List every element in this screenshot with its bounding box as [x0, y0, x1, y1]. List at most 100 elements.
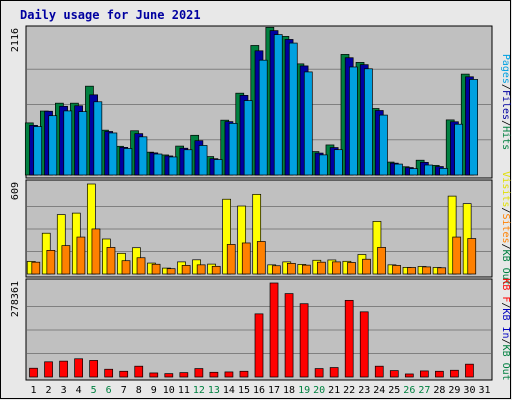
bar-bottom-kb-f-day-4 [74, 358, 83, 378]
y-axis-label-bottom: KB F/KB In/KB Out [500, 278, 511, 380]
bar-middle-sites-day-20 [317, 261, 326, 275]
bar-top-pages-day-24 [379, 114, 388, 176]
x-label-day-5: 5 [91, 385, 97, 396]
bar-top-pages-day-15 [243, 100, 253, 176]
axis-label-part: / [500, 244, 511, 250]
bar-middle-sites-day-25 [392, 265, 401, 275]
bar-top-pages-day-25 [394, 163, 403, 176]
x-label-day-2: 2 [46, 385, 52, 396]
bar-top-pages-day-27 [424, 164, 433, 176]
bar-bottom-kb-f-day-2 [44, 361, 53, 378]
x-label-day-31: 31 [478, 385, 490, 396]
bar-middle-sites-day-8 [136, 257, 146, 275]
x-label-day-21: 21 [328, 385, 340, 396]
x-label-day-7: 7 [121, 385, 127, 396]
chart-title: Daily usage for June 2021 [20, 8, 201, 22]
y-max-label-bottom: 278361 [10, 281, 21, 317]
bar-middle-visits-day-15 [237, 205, 247, 275]
bar-bottom-kb-f-day-18 [284, 293, 294, 378]
bar-bottom-kb-f-day-7 [119, 370, 129, 378]
bar-top-pages-day-28 [439, 168, 448, 176]
bar-top-pages-day-16 [258, 59, 268, 176]
bar-middle-sites-day-17 [271, 265, 281, 275]
axis-label-part: KB Out [500, 250, 511, 286]
axis-label-part: / [500, 339, 511, 345]
bar-top-pages-day-23 [364, 68, 373, 176]
x-label-day-23: 23 [358, 385, 370, 396]
y-axis-label-top: Pages/Files/Hits [500, 54, 511, 150]
axis-label-part: Pages [500, 54, 511, 84]
bar-top-pages-day-18 [288, 42, 298, 176]
bar-bottom-kb-f-day-30 [465, 363, 474, 378]
bar-top-pages-day-11 [183, 149, 193, 176]
bar-top-pages-day-9 [153, 153, 163, 176]
x-label-day-30: 30 [463, 385, 475, 396]
bar-top-pages-day-19 [303, 71, 313, 176]
axis-label-part: KB Out [500, 345, 511, 381]
x-label-day-12: 12 [193, 385, 205, 396]
x-label-day-25: 25 [388, 385, 400, 396]
axis-label-part: / [500, 120, 511, 126]
x-label-day-13: 13 [208, 385, 220, 396]
bar-middle-sites-day-29 [452, 236, 462, 275]
x-label-day-4: 4 [76, 385, 82, 396]
bar-top-pages-day-30 [469, 79, 479, 176]
bar-top-pages-day-10 [168, 156, 178, 176]
x-label-day-24: 24 [373, 385, 385, 396]
bar-bottom-kb-f-day-27 [420, 370, 429, 378]
bar-top-pages-day-26 [409, 168, 418, 176]
bar-bottom-kb-f-day-8 [134, 365, 144, 378]
bar-middle-visits-day-29 [447, 195, 457, 275]
axis-label-part: / [500, 84, 511, 90]
x-label-day-22: 22 [343, 385, 355, 396]
bar-bottom-kb-f-day-11 [179, 372, 189, 378]
x-label-day-19: 19 [298, 385, 310, 396]
bar-top-pages-day-3 [63, 110, 73, 176]
bar-middle-sites-day-12 [196, 264, 206, 275]
bar-middle-sites-day-28 [437, 267, 447, 275]
x-label-day-1: 1 [31, 385, 37, 396]
axis-label-part: Sites [500, 213, 511, 243]
bar-bottom-kb-f-day-21 [329, 367, 339, 378]
bar-bottom-kb-f-day-15 [239, 370, 249, 378]
bar-bottom-kb-f-day-23 [359, 311, 369, 378]
x-label-day-29: 29 [448, 385, 460, 396]
bar-middle-sites-day-15 [241, 242, 251, 275]
bar-bottom-kb-f-day-17 [269, 282, 279, 378]
bar-top-pages-day-2 [48, 115, 58, 176]
bar-bottom-kb-f-day-22 [344, 299, 354, 378]
bar-bottom-kb-f-day-5 [89, 360, 98, 378]
bar-middle-sites-day-11 [181, 265, 191, 275]
bar-top-pages-day-8 [138, 136, 148, 176]
bar-middle-sites-day-6 [106, 247, 116, 275]
bar-middle-sites-day-22 [347, 262, 356, 275]
bar-middle-sites-day-2 [46, 250, 56, 275]
bar-middle-visits-day-16 [252, 193, 262, 275]
bar-top-pages-day-17 [273, 34, 283, 176]
bar-bottom-kb-f-day-12 [194, 368, 204, 378]
bar-top-pages-day-13 [213, 159, 223, 176]
bar-bottom-kb-f-day-19 [299, 303, 309, 378]
bar-middle-visits-day-3 [56, 214, 66, 275]
x-label-day-27: 27 [418, 385, 430, 396]
bar-middle-sites-day-27 [422, 266, 432, 275]
x-label-day-28: 28 [433, 385, 445, 396]
bar-top-pages-day-6 [108, 132, 118, 176]
bar-bottom-kb-f-day-1 [29, 367, 38, 378]
x-label-day-6: 6 [106, 385, 112, 396]
bar-bottom-kb-f-day-26 [404, 373, 414, 378]
axis-label-part: KB F [500, 278, 511, 302]
bar-bottom-kb-f-day-14 [224, 371, 234, 378]
bar-bottom-kb-f-day-9 [149, 372, 159, 378]
bar-top-pages-day-14 [228, 123, 238, 176]
axis-label-part: KB In [500, 308, 511, 338]
bar-middle-sites-day-24 [377, 247, 386, 275]
bar-top-pages-day-5 [93, 101, 103, 176]
axis-label-part: Files [500, 90, 511, 120]
bar-middle-sites-day-13 [211, 265, 221, 275]
y-max-label-top: 2116 [10, 28, 21, 52]
bar-bottom-kb-f-day-29 [450, 369, 459, 378]
bar-top-pages-day-7 [123, 148, 133, 176]
